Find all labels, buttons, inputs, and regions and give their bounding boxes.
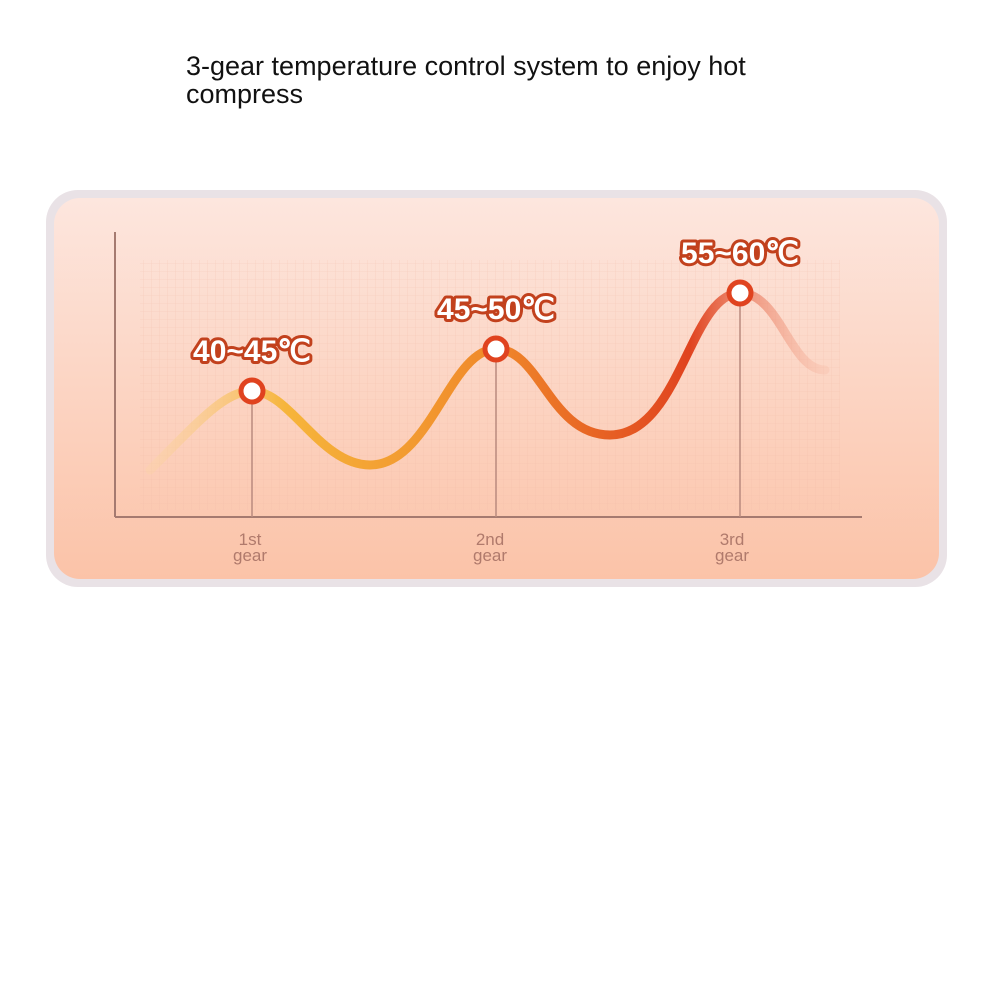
gear-label: 3rd xyxy=(720,530,745,549)
point xyxy=(726,279,754,307)
gear-label: 2nd xyxy=(476,530,504,549)
gear-label: gear xyxy=(233,546,267,565)
point xyxy=(238,377,266,405)
gear-label: gear xyxy=(473,546,507,565)
title: 3-gear temperature control system to enj… xyxy=(186,51,746,109)
point xyxy=(482,335,510,363)
temperature-label: 40~45℃ xyxy=(193,335,311,368)
temperature-label: 45~50℃ xyxy=(437,293,555,326)
gear-label: 1st xyxy=(239,530,262,549)
temperature-label: 55~60℃ xyxy=(681,237,799,270)
gear-label: gear xyxy=(715,546,749,565)
